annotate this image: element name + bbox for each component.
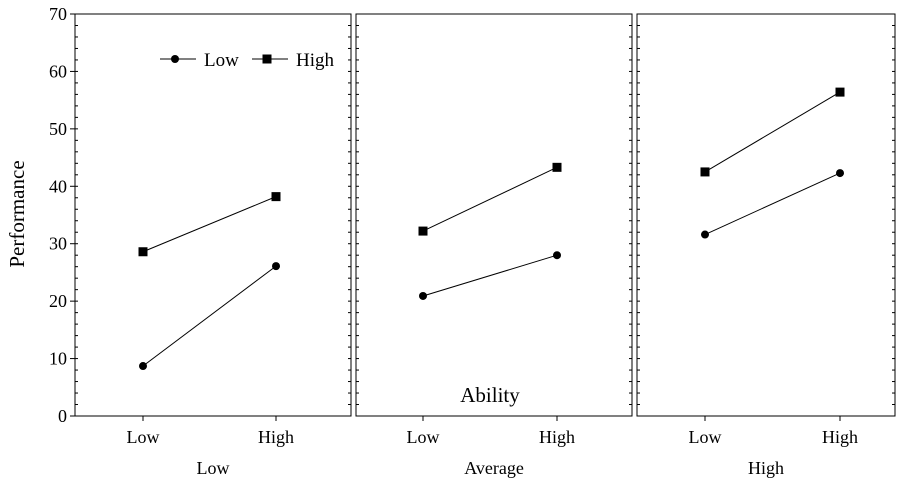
y-tick-label: 20 (49, 291, 67, 311)
axes-layer: 0 10 20 30 40 50 60 70 Low High Low Low High Average L… (49, 4, 896, 478)
data-point (271, 192, 281, 202)
data-point (835, 87, 845, 97)
legend: Low High (160, 50, 335, 71)
x-tick-label: High (539, 427, 575, 447)
legend-marker (262, 54, 272, 64)
x-tick-label: Low (407, 427, 440, 447)
panel-annotation: Ability (460, 383, 520, 407)
panel-label: Average (464, 458, 524, 478)
data-point (272, 262, 280, 271)
series-line (422, 254, 558, 297)
x-tick-label: High (822, 427, 858, 447)
y-axis-label: Performance (5, 160, 29, 267)
y-tick-label: 70 (49, 4, 67, 24)
panel-label: Low (197, 458, 230, 478)
series-layer (138, 87, 845, 371)
legend-marker (171, 55, 179, 63)
data-point (138, 247, 148, 257)
data-point (139, 362, 147, 371)
legend-label: Low (204, 50, 239, 71)
data-point (552, 162, 562, 172)
data-point (419, 291, 427, 300)
data-point (701, 230, 709, 239)
panel-frame (355, 13, 633, 417)
data-point (553, 251, 561, 260)
data-point (700, 167, 710, 177)
y-tick-label: 10 (49, 349, 67, 369)
data-point (418, 226, 428, 236)
y-tick-label: 0 (58, 406, 67, 426)
y-tick-label: 40 (49, 176, 67, 196)
series-line (142, 196, 277, 253)
x-tick-label: Low (127, 427, 160, 447)
panel-frame (74, 13, 352, 417)
x-tick-label: High (258, 427, 294, 447)
y-tick-label: 30 (49, 234, 67, 254)
panel-frame (636, 13, 896, 417)
legend-label: High (296, 50, 335, 71)
series-line (422, 166, 558, 232)
x-tick-label: Low (689, 427, 722, 447)
y-tick-label: 60 (49, 61, 67, 81)
series-line (704, 91, 841, 173)
data-point (836, 169, 844, 178)
series-line (142, 265, 277, 367)
y-tick-label: 50 (49, 119, 67, 139)
panel-label: High (748, 458, 784, 478)
series-line (704, 172, 841, 235)
